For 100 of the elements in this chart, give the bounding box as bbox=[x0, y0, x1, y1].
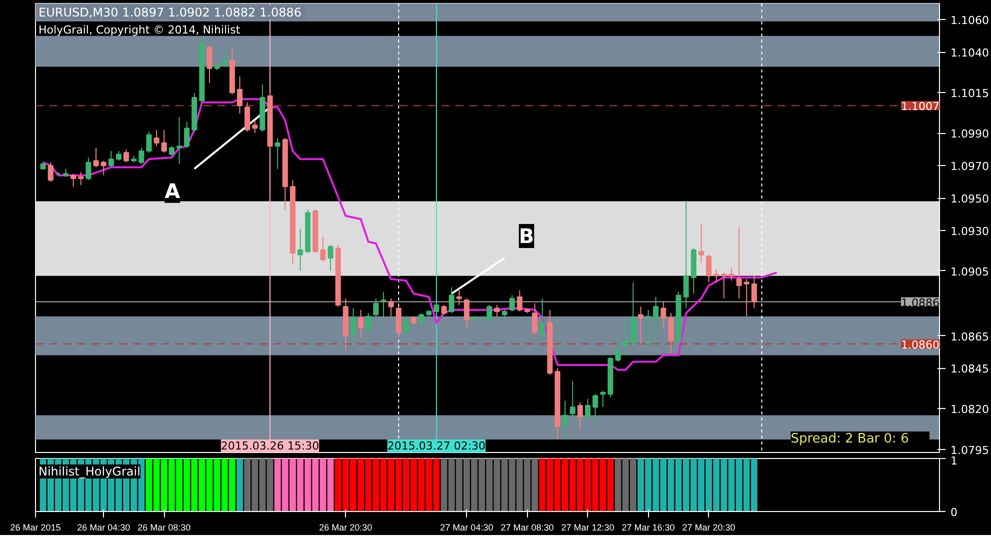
candlestick bbox=[222, 48, 228, 68]
candlestick bbox=[441, 304, 447, 316]
y-tick-label: 1.0795 bbox=[950, 444, 989, 457]
candlestick bbox=[516, 290, 522, 312]
candlestick bbox=[592, 394, 598, 424]
candlestick bbox=[600, 390, 606, 408]
candlestick bbox=[540, 298, 546, 342]
candlestick bbox=[161, 129, 167, 154]
ref-line-label: 1.0860 bbox=[901, 338, 940, 352]
candlestick bbox=[494, 304, 500, 317]
candlestick bbox=[70, 173, 76, 188]
x-tick-label: 26 Mar 2015 bbox=[10, 522, 61, 532]
candlestick bbox=[124, 148, 130, 163]
x-tick-label: 27 Mar 20:30 bbox=[682, 522, 736, 532]
candlestick bbox=[698, 223, 704, 264]
candlestick bbox=[744, 278, 750, 317]
candlestick bbox=[373, 298, 379, 318]
text: HolyGrail, Copyright © 2014, Nihilist bbox=[38, 24, 241, 36]
y-tick-label: 1.0930 bbox=[950, 224, 989, 238]
candlestick bbox=[116, 150, 122, 162]
candlestick bbox=[100, 160, 106, 176]
y-tick-label: 1.0990 bbox=[950, 128, 989, 141]
candlestick bbox=[615, 335, 621, 362]
candlestick bbox=[464, 298, 470, 328]
candlestick bbox=[350, 308, 356, 340]
y-tick-label: 1.0820 bbox=[950, 403, 989, 416]
chart-title: EURUSD,M30 1.0897 1.0902 1.0882 1.0886 bbox=[38, 6, 302, 20]
x-tick-label: 26 Mar 20:30 bbox=[319, 522, 372, 532]
x-tick-label: 27 Mar 04:30 bbox=[440, 522, 494, 532]
candlestick bbox=[328, 244, 334, 272]
y-tick-label: 1.0865 bbox=[950, 330, 989, 344]
annotation: A bbox=[164, 178, 181, 203]
y-tick-label: 1.1015 bbox=[950, 87, 989, 100]
candlestick bbox=[638, 306, 644, 344]
candlestick bbox=[298, 228, 304, 272]
candlestick bbox=[93, 147, 99, 168]
candlestick bbox=[176, 116, 182, 164]
ref-line-label: 2015.03.27 02:30 bbox=[387, 440, 486, 452]
y-tick-label: 1.0970 bbox=[950, 160, 989, 174]
candlestick bbox=[138, 147, 144, 164]
candlestick bbox=[668, 312, 674, 354]
candlestick bbox=[380, 292, 386, 318]
candlestick bbox=[236, 76, 243, 114]
candlestick bbox=[252, 120, 258, 134]
candlestick bbox=[358, 309, 364, 338]
y-tick-label: 1.0845 bbox=[950, 362, 989, 376]
candlestick bbox=[48, 162, 54, 182]
candlestick bbox=[108, 150, 114, 168]
y-tick-label: 0 bbox=[950, 506, 958, 519]
candlestick bbox=[577, 402, 583, 430]
candlestick bbox=[622, 319, 628, 356]
candlestick bbox=[660, 301, 666, 328]
annotation: Spread: 2 Bar 0: 6 bbox=[790, 432, 909, 446]
candlestick bbox=[653, 296, 659, 346]
candlestick bbox=[751, 275, 757, 309]
ref-line-label: 2015.03.26 15:30 bbox=[220, 440, 320, 452]
candlestick bbox=[244, 102, 250, 132]
candlestick bbox=[721, 272, 727, 300]
x-tick-label: 26 Mar 04:30 bbox=[77, 522, 130, 532]
candlestick bbox=[320, 236, 326, 262]
x-tick-label: 27 Mar 08:30 bbox=[500, 522, 554, 532]
x-tick-label: 26 Mar 08:30 bbox=[138, 522, 191, 532]
candlestick bbox=[154, 129, 160, 147]
candlestick bbox=[184, 121, 190, 148]
y-tick-label: 1.1040 bbox=[950, 46, 989, 60]
candlestick bbox=[206, 45, 212, 84]
candlestick bbox=[509, 294, 515, 312]
annotation: B bbox=[518, 224, 534, 248]
text: Nihilist_HolyGrail bbox=[38, 464, 140, 478]
candlestick bbox=[683, 200, 689, 309]
candlestick bbox=[86, 156, 92, 181]
candlestick bbox=[448, 286, 454, 314]
candlestick bbox=[146, 131, 152, 154]
candlestick bbox=[736, 226, 742, 300]
y-tick-label: 1.1060 bbox=[950, 14, 989, 28]
candlestick bbox=[532, 302, 538, 335]
candlestick bbox=[562, 400, 568, 440]
candlestick bbox=[706, 254, 712, 283]
candlestick bbox=[434, 302, 440, 314]
ref-line-label: 1.1007 bbox=[901, 100, 940, 114]
candlestick bbox=[456, 290, 462, 306]
candlestick bbox=[584, 398, 591, 419]
candlestick bbox=[714, 268, 720, 283]
candlestick bbox=[78, 172, 84, 186]
candlestick bbox=[418, 312, 424, 328]
candlestick bbox=[388, 298, 394, 317]
x-tick-label: 27 Mar 16:30 bbox=[622, 522, 675, 532]
candlestick bbox=[274, 138, 280, 170]
y-tick-label: 1.0950 bbox=[950, 192, 989, 206]
ref-line-label: 1.0886 bbox=[901, 296, 940, 310]
x-tick-label: 27 Mar 12:30 bbox=[561, 522, 614, 532]
y-tick-label: 1 bbox=[950, 454, 958, 468]
candlestick bbox=[366, 312, 372, 334]
candlestick bbox=[645, 309, 652, 346]
candlestick bbox=[570, 380, 576, 418]
candlestick bbox=[403, 317, 409, 338]
candlestick bbox=[728, 267, 734, 282]
y-tick-label: 1.0905 bbox=[950, 265, 989, 278]
candlestick bbox=[168, 146, 174, 156]
candlestick bbox=[486, 304, 492, 322]
